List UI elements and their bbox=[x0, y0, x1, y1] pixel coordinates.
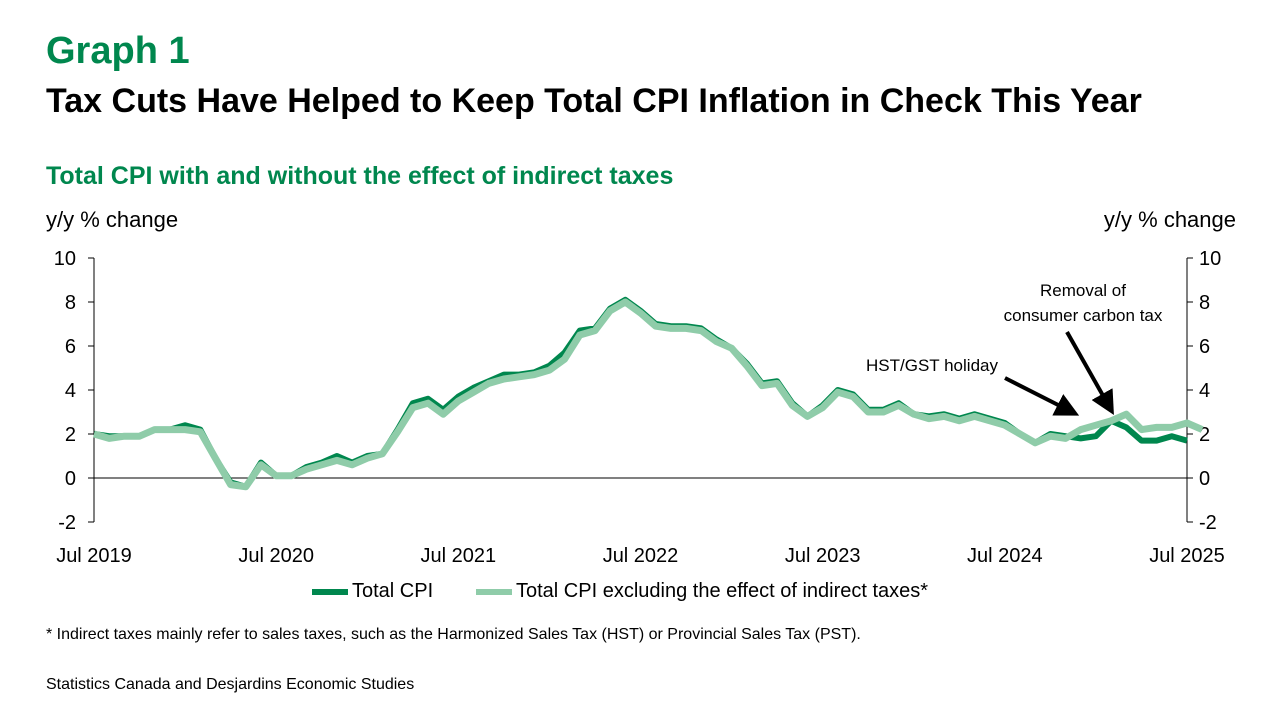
y-tick-label-left: 2 bbox=[65, 424, 76, 446]
arrow-hst-holiday bbox=[1004, 376, 1080, 416]
y-tick-label-left: 6 bbox=[65, 336, 76, 358]
legend-swatch bbox=[312, 588, 348, 595]
y-tick-label-right: 6 bbox=[1199, 336, 1210, 358]
graph-label: Graph 1 bbox=[46, 30, 190, 72]
legend-item-cpi-ex-taxes: Total CPI excluding the effect of indire… bbox=[476, 580, 928, 603]
x-tick-label: Jul 2021 bbox=[421, 545, 497, 567]
y-tick-label-right: 2 bbox=[1199, 424, 1210, 446]
y-tick-label-right: 10 bbox=[1199, 248, 1221, 270]
series-line-cpi-ex-taxes bbox=[93, 298, 1204, 491]
y-tick-label-right: 0 bbox=[1199, 468, 1210, 490]
y-tick-label-left: 10 bbox=[54, 248, 76, 270]
y-tick-label-right: -2 bbox=[1199, 512, 1217, 534]
chart-subtitle: Total CPI with and without the effect of… bbox=[46, 162, 674, 190]
y-tick-label-left: 8 bbox=[65, 292, 76, 314]
y-tick-label-right: 8 bbox=[1199, 292, 1210, 314]
legend-label: Total CPI excluding the effect of indire… bbox=[516, 580, 929, 602]
x-tick-label: Jul 2022 bbox=[603, 545, 679, 567]
source: Statistics Canada and Desjardins Economi… bbox=[46, 676, 415, 693]
chart-title: Tax Cuts Have Helped to Keep Total CPI I… bbox=[46, 82, 1142, 120]
y-tick-label-left: 4 bbox=[65, 380, 76, 402]
x-tick-label: Jul 2024 bbox=[967, 545, 1043, 567]
y-tick-label-right: 4 bbox=[1199, 380, 1210, 402]
y-tick-label-left: 0 bbox=[65, 468, 76, 490]
x-tick-label: Jul 2023 bbox=[785, 545, 861, 567]
legend-label: Total CPI bbox=[352, 580, 434, 602]
x-tick-label: Jul 2019 bbox=[56, 545, 132, 567]
legend-swatch bbox=[476, 588, 512, 595]
annotation-hst-holiday: HST/GST holiday bbox=[866, 356, 998, 375]
x-tick-label: Jul 2020 bbox=[238, 545, 314, 567]
annotation-carbon-tax-line1: Removal of bbox=[1040, 281, 1126, 300]
legend-item-total-cpi: Total CPI bbox=[312, 580, 433, 603]
annotation-carbon-tax-line2: consumer carbon tax bbox=[1004, 306, 1163, 325]
footnote: * Indirect taxes mainly refer to sales t… bbox=[46, 626, 861, 643]
x-tick-label: Jul 2025 bbox=[1149, 545, 1225, 567]
series-line-total-cpi bbox=[93, 296, 1188, 490]
y-axis-label-right: y/y % change bbox=[1103, 207, 1236, 232]
y-axis-label-left: y/y % change bbox=[46, 207, 179, 232]
y-tick-label-left: -2 bbox=[58, 512, 76, 534]
arrow-carbon-tax bbox=[1065, 331, 1114, 415]
